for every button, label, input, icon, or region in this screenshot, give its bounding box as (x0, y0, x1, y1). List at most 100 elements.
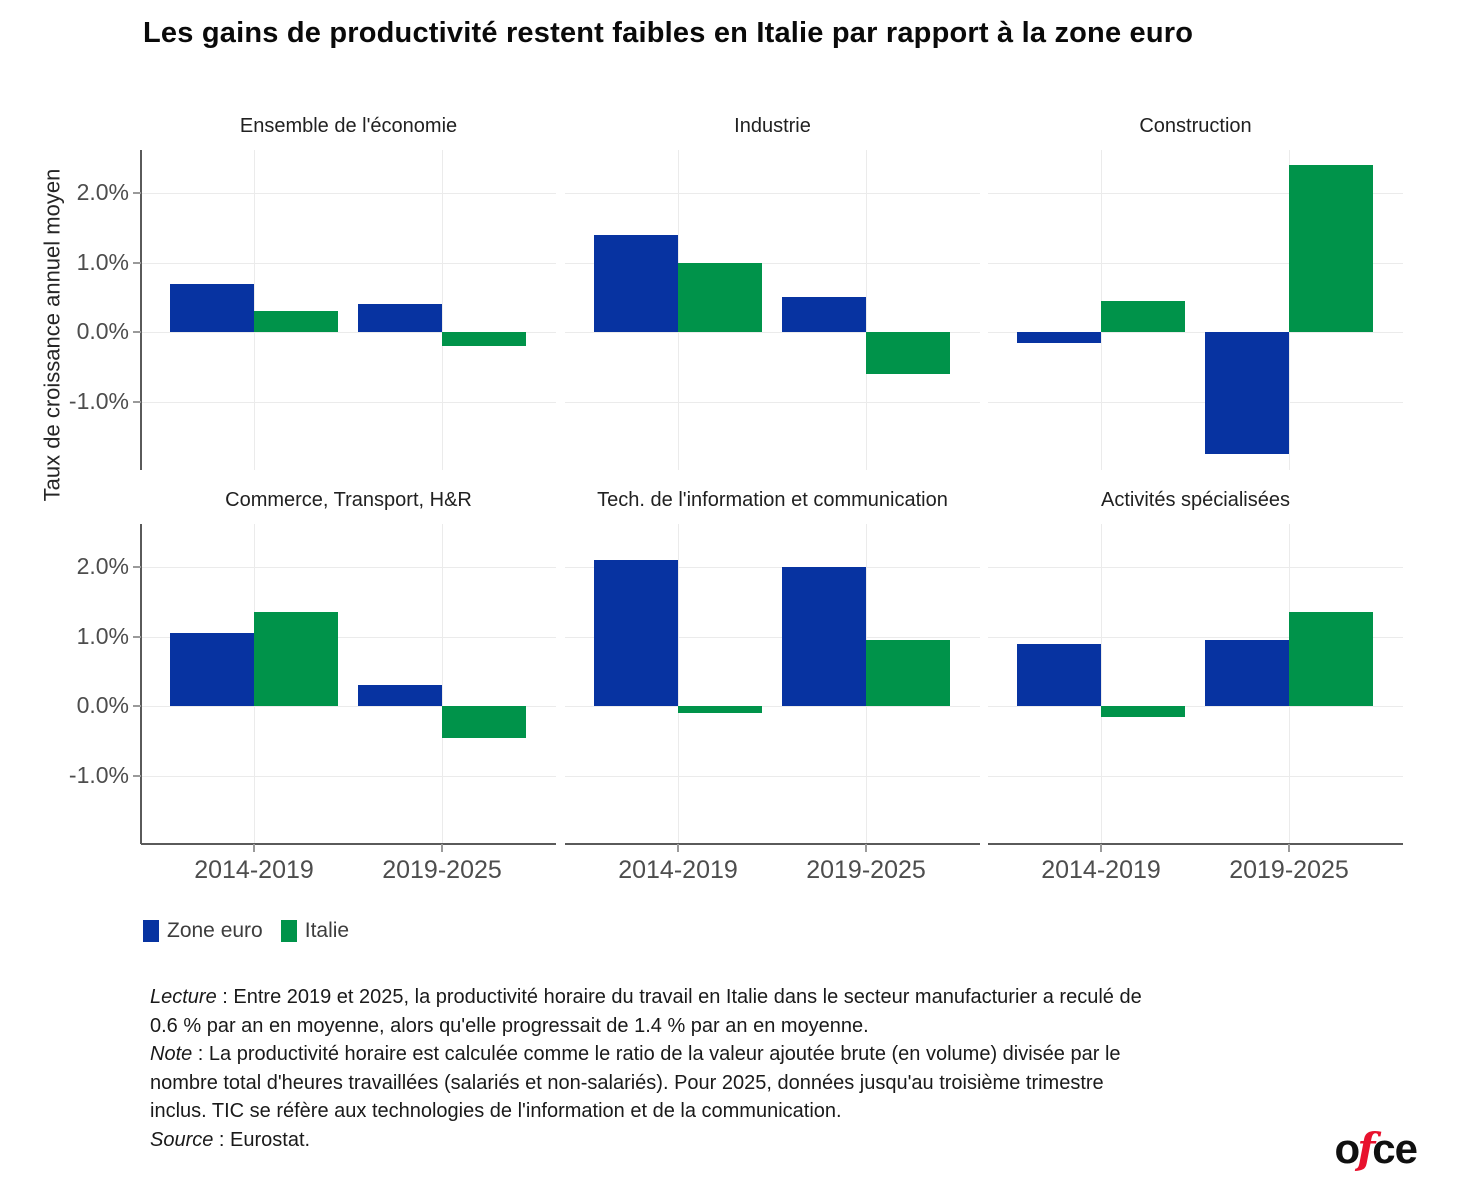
facet-panel-ensemble-de-l-economie: Ensemble de l'économie 2.0% 1.0% 0.0% -1.0% (69, 115, 556, 470)
horizontal-gridline (988, 332, 1403, 334)
facet-panel-commerce-transport-h-r: Commerce, Transport, H&R 2.0% 1.0% 0.0% -1.0… (69, 489, 556, 884)
facet-title: Industrie (734, 115, 811, 137)
bar-italie-2019-2025 (866, 332, 950, 374)
horizontal-gridline (141, 775, 556, 777)
horizontal-gridline (988, 636, 1403, 638)
horizontal-gridline (988, 193, 1403, 195)
vertical-gridline (442, 524, 443, 844)
x-axis-tick (1100, 844, 1102, 852)
x-axis-line (988, 843, 1403, 845)
y-axis-tick-label: 1.0% (76, 248, 129, 275)
x-axis-tick-label: 2019-2025 (806, 856, 926, 884)
x-axis-tick-label: 2019-2025 (1229, 856, 1349, 884)
bar-italie-2014-2019 (1101, 706, 1185, 717)
bar-italie-2019-2025 (442, 706, 526, 738)
bar-zone-euro-2014-2019 (1017, 332, 1101, 343)
horizontal-gridline (141, 567, 556, 569)
horizontal-gridline (988, 775, 1403, 777)
bar-zone-euro-2014-2019 (170, 633, 254, 707)
facet-title: Activités spécialisées (1101, 489, 1290, 511)
y-axis-tick (133, 331, 141, 334)
vertical-gridline (254, 150, 255, 470)
horizontal-gridline (565, 401, 980, 403)
facet-title: Tech. de l'information et communication (597, 489, 948, 511)
bar-zone-euro-2019-2025 (782, 297, 866, 333)
x-axis-line (565, 843, 980, 845)
bar-zone-euro-2019-2025 (1205, 640, 1289, 707)
footnote-note-line2: nombre total d'heures travaillées (salar… (150, 1071, 1104, 1094)
y-axis-tick (133, 566, 141, 569)
y-axis-tick-label: 0.0% (76, 318, 129, 345)
footnote-lecture-line2: 0.6 % par an en moyenne, alors qu'elle p… (150, 1014, 869, 1037)
vertical-gridline (442, 150, 443, 470)
facet-title: Construction (1139, 115, 1252, 137)
x-axis-tick (1288, 844, 1290, 852)
y-axis-tick (133, 261, 141, 264)
italie-swatch-icon (280, 920, 297, 942)
bar-zone-euro-2019-2025 (358, 304, 442, 333)
ofce-logo: ofce (1334, 1124, 1418, 1173)
bar-italie-2014-2019 (678, 706, 762, 714)
x-axis-tick (677, 844, 679, 852)
horizontal-gridline (141, 401, 556, 403)
horizontal-gridline (988, 706, 1403, 708)
bar-italie-2019-2025 (866, 640, 950, 707)
footnote-lecture-line1: Lecture : Entre 2019 et 2025, la product… (150, 986, 1142, 1008)
y-axis-line (140, 150, 142, 470)
y-axis-tick (133, 400, 141, 403)
y-axis-tick-label: 1.0% (76, 622, 129, 649)
bar-zone-euro-2014-2019 (594, 560, 678, 707)
facet-panel-tech-de-l-information-et-communication: Tech. de l'information et communication 2… (565, 489, 980, 884)
legend-label: Italie (304, 919, 350, 942)
y-axis-line (140, 524, 142, 844)
y-axis-tick (133, 774, 141, 777)
legend: Zone euro Italie (143, 919, 349, 943)
legend-item-italie: Italie (280, 919, 350, 943)
x-axis-tick-label: 2019-2025 (382, 856, 502, 884)
x-axis-tick (253, 844, 255, 852)
legend-label: Zone euro (167, 919, 263, 942)
bar-italie-2019-2025 (1289, 612, 1373, 707)
facet-panel-activites-specialisees: Activités spécialisées 2014-2019 2019-2025 (988, 489, 1403, 884)
horizontal-gridline (141, 332, 556, 334)
facet-panel-construction: Construction (988, 115, 1403, 470)
vertical-gridline (1101, 524, 1102, 844)
y-axis-tick-label: 0.0% (76, 692, 129, 719)
horizontal-gridline (565, 262, 980, 264)
horizontal-gridline (988, 262, 1403, 264)
logo-accent-letter: f (1357, 1124, 1375, 1173)
bar-italie-2014-2019 (1101, 300, 1185, 333)
footnote-note-line3: inclus. TIC se réfère aux technologies d… (150, 1100, 842, 1123)
zone-euro-swatch-icon (143, 920, 159, 942)
vertical-gridline (866, 150, 867, 470)
bar-italie-2019-2025 (1289, 165, 1373, 333)
horizontal-gridline (565, 636, 980, 638)
x-axis-tick-label: 2014-2019 (194, 856, 314, 884)
y-axis-tick-label: 2.0% (76, 553, 129, 580)
bar-zone-euro-2019-2025 (358, 685, 442, 707)
horizontal-gridline (988, 567, 1403, 569)
x-axis-line (141, 843, 556, 845)
horizontal-gridline (565, 567, 980, 569)
legend-item-zone-euro: Zone euro (143, 919, 263, 943)
horizontal-gridline (565, 332, 980, 334)
y-axis-tick (133, 705, 141, 708)
footnotes: Lecture : Entre 2019 et 2025, la product… (150, 983, 1370, 1155)
horizontal-gridline (565, 775, 980, 777)
x-axis-tick (865, 844, 867, 852)
facet-title: Ensemble de l'économie (239, 115, 458, 137)
bar-zone-euro-2019-2025 (1205, 332, 1289, 454)
x-axis-tick-label: 2014-2019 (1041, 856, 1161, 884)
bar-italie-2014-2019 (678, 262, 762, 333)
horizontal-gridline (565, 193, 980, 195)
bar-zone-euro-2014-2019 (594, 234, 678, 333)
x-axis-tick (441, 844, 443, 852)
horizontal-gridline (141, 636, 556, 638)
chart-title: Les gains de productivité restent faible… (143, 17, 1194, 49)
footnote-source: Source : Eurostat. (150, 1128, 311, 1151)
y-axis-tick (133, 192, 141, 195)
y-axis-tick-label: 2.0% (76, 179, 129, 206)
bar-zone-euro-2019-2025 (782, 567, 866, 707)
bar-italie-2019-2025 (442, 332, 526, 347)
